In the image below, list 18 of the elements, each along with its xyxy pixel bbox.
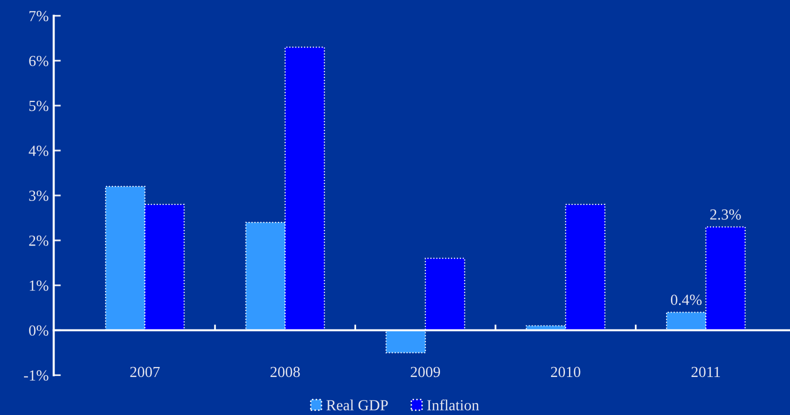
x-tick-label: 2008 <box>270 366 300 378</box>
x-tick-label: 2009 <box>410 366 440 378</box>
data-label: 2.3% <box>710 209 741 220</box>
data-label: 0.4% <box>670 294 702 306</box>
y-tick-label: 7% <box>30 10 48 22</box>
y-tick-label: 4% <box>28 146 48 156</box>
x-tick-label: 2007 <box>130 366 160 378</box>
y-tick-label: 0% <box>29 325 48 336</box>
y-tick-label: 5% <box>29 100 48 112</box>
legend-label: Real GDP <box>326 400 388 410</box>
y-tick-label: 6% <box>29 56 48 66</box>
x-tick-label: 2011 <box>692 366 720 378</box>
y-tick-label: 1% <box>30 280 48 291</box>
y-tick-label: 2% <box>29 236 48 246</box>
x-tick-label: 2010 <box>551 366 580 378</box>
legend-label: Inflation <box>427 399 479 410</box>
y-tick-label: -1% <box>24 370 48 381</box>
y-tick-label: 3% <box>29 190 48 201</box>
